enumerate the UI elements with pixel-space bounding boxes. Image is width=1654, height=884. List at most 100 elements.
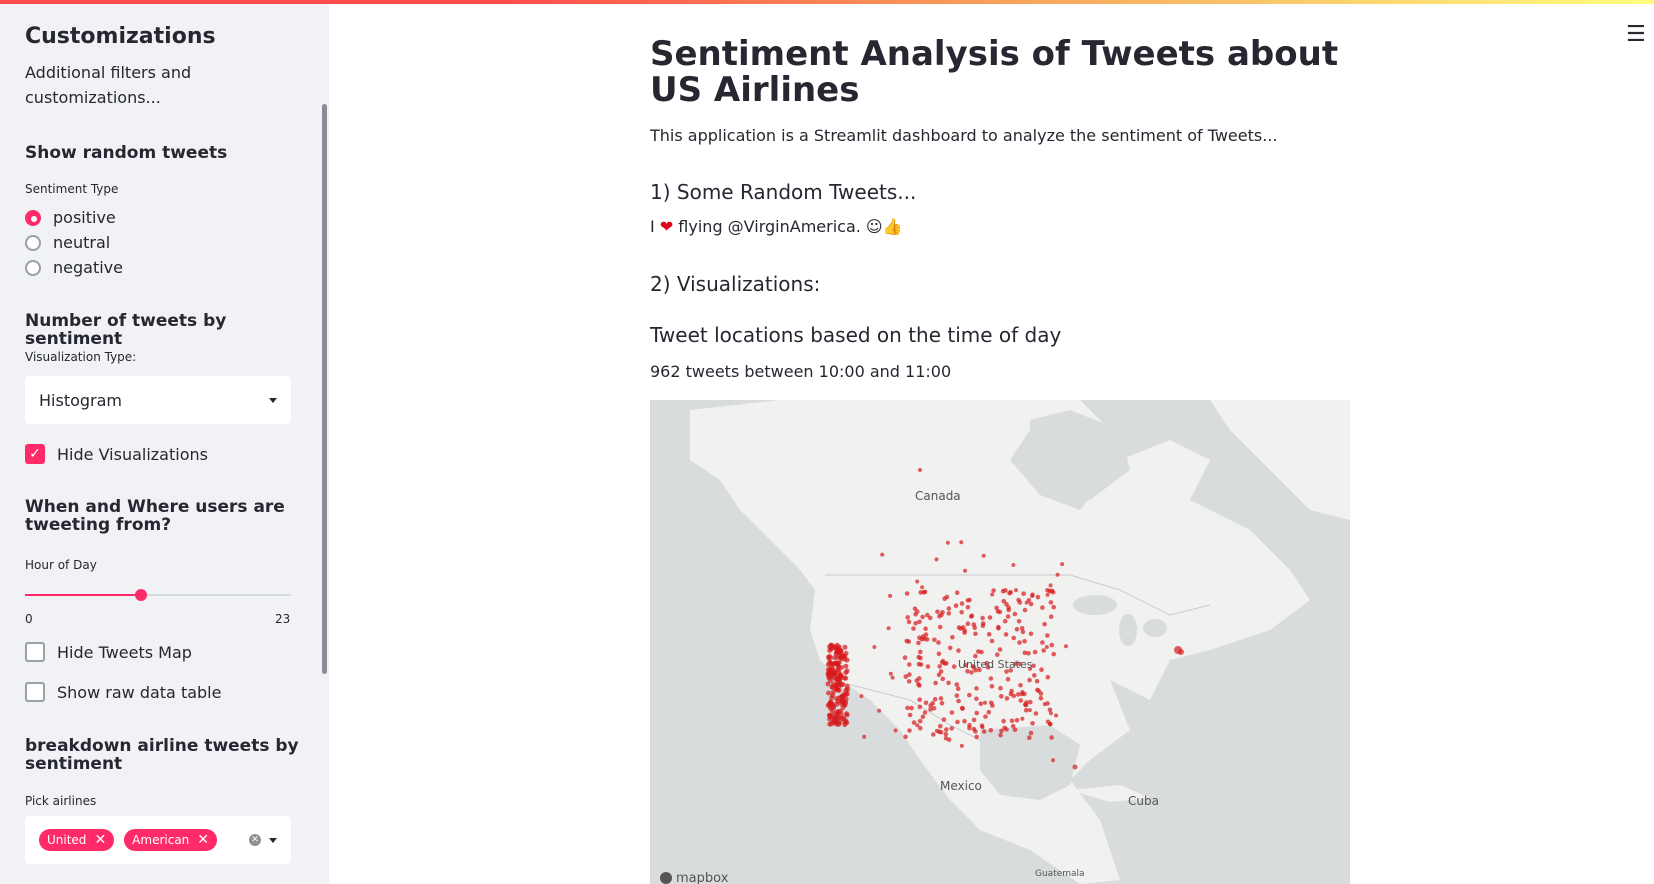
tweet-point xyxy=(1009,718,1015,724)
tweet-point xyxy=(1028,601,1034,607)
tweet-point xyxy=(1050,590,1056,595)
tweet-point xyxy=(842,702,848,708)
sidebar-subtitle: Additional filters and customizations... xyxy=(25,63,192,107)
chevron-down-icon[interactable] xyxy=(269,838,277,843)
radio-positive[interactable]: positive xyxy=(25,208,116,227)
checkbox-icon[interactable] xyxy=(25,642,45,662)
hour-slider-track[interactable] xyxy=(25,589,291,601)
tweet-point xyxy=(917,619,922,625)
tag-american[interactable]: American ✕ xyxy=(124,829,218,851)
tweet-point xyxy=(918,590,923,595)
tweet-point xyxy=(990,592,995,597)
tweet-point xyxy=(906,619,912,625)
tweet-point xyxy=(938,696,944,701)
tweet-point xyxy=(1004,727,1009,732)
tweet-point xyxy=(997,647,1003,652)
tweet-point xyxy=(1045,592,1050,597)
tweet-point xyxy=(903,734,908,740)
tweet-point xyxy=(832,675,838,681)
tweet-point xyxy=(859,694,864,699)
tweet-point xyxy=(984,660,989,666)
tweet-point xyxy=(980,725,985,730)
show-raw-data-checkbox[interactable]: Show raw data table xyxy=(25,682,221,702)
chevron-down-icon[interactable] xyxy=(269,397,277,403)
tweet-point xyxy=(827,653,833,659)
tweet-point xyxy=(844,712,850,718)
close-icon[interactable]: ✕ xyxy=(197,832,210,848)
tweet-point xyxy=(843,670,849,676)
tweet-point xyxy=(1038,695,1044,701)
tweet-point xyxy=(1014,718,1020,723)
tweet-point xyxy=(902,655,908,660)
checkmark-icon[interactable]: ✓ xyxy=(25,444,45,464)
tweet-point xyxy=(1027,677,1032,683)
tweet-point xyxy=(976,649,981,654)
radio-neutral[interactable]: neutral xyxy=(25,233,110,252)
tweet-point xyxy=(1030,594,1035,598)
tweet-point xyxy=(827,668,833,674)
radio-icon[interactable] xyxy=(25,234,41,251)
lake-superior xyxy=(1073,595,1117,615)
hamburger-menu-icon[interactable]: ☰ xyxy=(1626,22,1646,47)
gulf-of-mexico xyxy=(980,725,1080,800)
label-united-states: United States xyxy=(958,658,1033,671)
label-cuba: Cuba xyxy=(1128,794,1159,808)
tag-united[interactable]: United ✕ xyxy=(39,829,115,851)
tweet-point xyxy=(938,723,943,729)
tweet-point xyxy=(994,605,999,611)
hour-slider-thumb[interactable] xyxy=(135,589,147,601)
tweet-point xyxy=(920,714,926,720)
tweet-point xyxy=(1001,718,1006,724)
close-icon[interactable]: ✕ xyxy=(94,832,107,848)
radio-icon[interactable] xyxy=(25,259,41,276)
sidebar-scrollbar[interactable] xyxy=(322,104,327,674)
tweet-point xyxy=(1020,716,1025,721)
airline-multiselect[interactable]: United ✕ American ✕ ✕ xyxy=(25,816,291,864)
border-us-mexico xyxy=(839,681,981,741)
hide-tweets-map-checkbox[interactable]: Hide Tweets Map xyxy=(25,642,192,662)
tweet-point xyxy=(943,736,949,741)
radio-negative[interactable]: negative xyxy=(25,258,123,277)
tweet-point xyxy=(840,681,846,687)
tweet-point xyxy=(918,468,922,472)
tweet-point xyxy=(959,601,965,606)
tweet-point xyxy=(825,681,831,687)
tweet-point xyxy=(955,686,961,691)
tweet-point xyxy=(917,718,923,724)
tweet-point xyxy=(1004,696,1010,701)
tweet-point xyxy=(988,676,994,681)
tweet-point xyxy=(903,674,909,679)
tweets-map[interactable]: Canada United States Mexico Cuba Guatema… xyxy=(650,400,1350,884)
checkbox-icon[interactable] xyxy=(25,682,45,702)
radio-selected-icon[interactable] xyxy=(25,209,41,226)
tweet-point xyxy=(977,667,982,673)
viz-type-select[interactable]: Histogram xyxy=(25,376,291,424)
tweet-point xyxy=(954,693,960,698)
tweet-point xyxy=(973,631,978,637)
hide-visualizations-checkbox[interactable]: ✓ Hide Visualizations xyxy=(25,444,208,464)
sidebar-title: Customizations xyxy=(25,24,216,49)
tweet-point xyxy=(943,731,949,737)
tweet-point xyxy=(969,614,974,619)
tweet-point xyxy=(1003,588,1008,593)
tweet-point xyxy=(1040,605,1045,610)
tweet-point xyxy=(949,710,955,715)
tweet-point xyxy=(841,691,847,697)
tweet-point xyxy=(1051,604,1056,610)
tweet-point xyxy=(922,710,928,715)
random-tweets-heading: 1) Some Random Tweets... xyxy=(650,180,917,204)
clear-icon[interactable]: ✕ xyxy=(249,834,261,846)
tweet-point xyxy=(862,734,867,739)
tweet-point xyxy=(834,642,840,648)
tweet-point xyxy=(946,680,951,686)
tweet-point xyxy=(907,712,913,718)
tweet-point xyxy=(886,626,891,631)
tweet-point xyxy=(837,719,843,725)
tweet-point xyxy=(999,728,1004,734)
tweet-point xyxy=(905,705,910,711)
tweet-point xyxy=(836,684,841,690)
pick-airlines-label: Pick airlines xyxy=(25,794,97,808)
tweet-point xyxy=(1022,638,1027,644)
tweet-point xyxy=(969,670,974,675)
tweet-point xyxy=(907,662,912,667)
